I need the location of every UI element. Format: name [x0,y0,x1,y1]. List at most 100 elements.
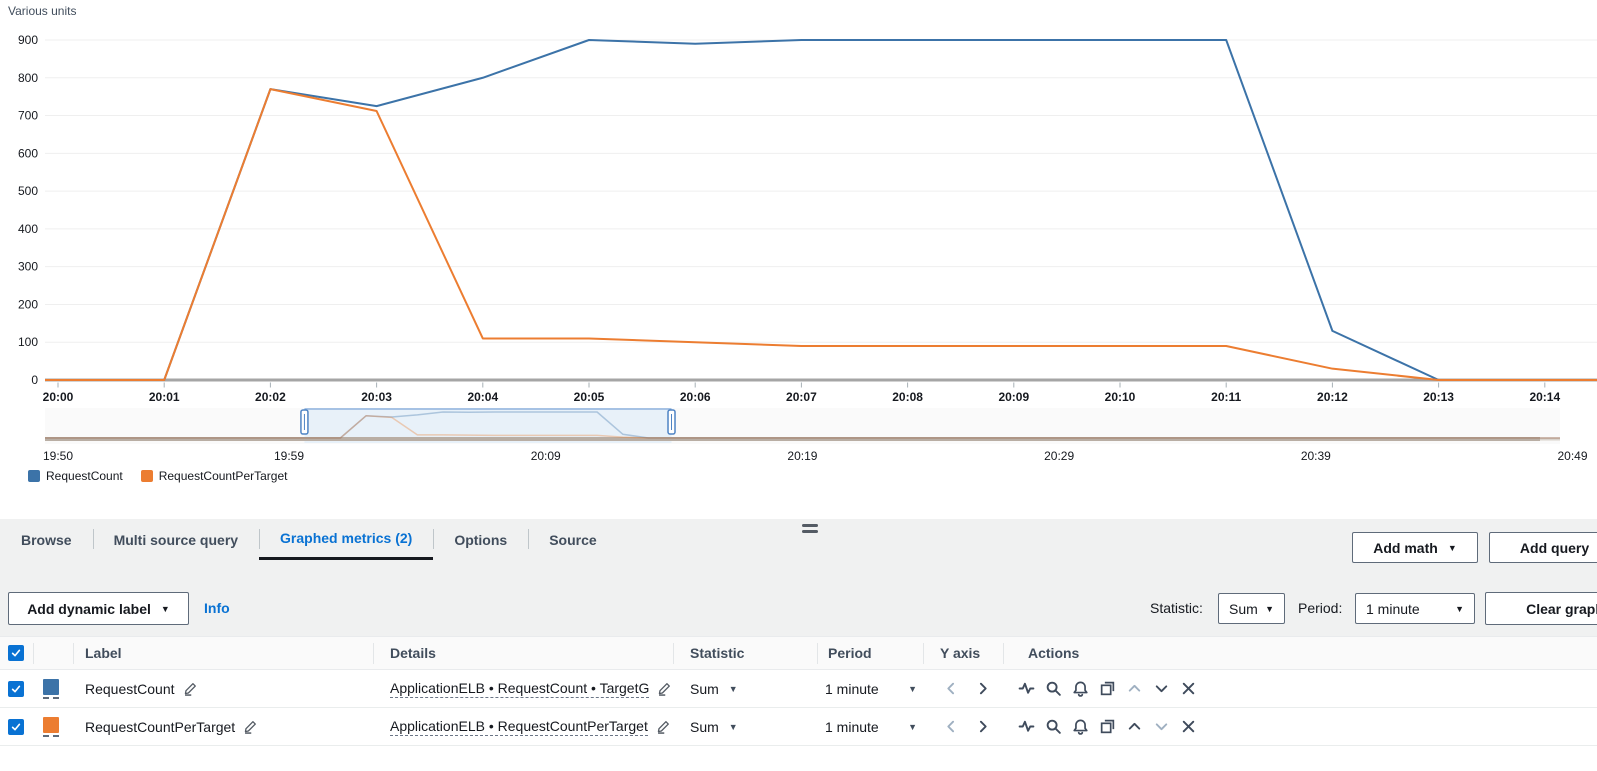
svg-text:19:50: 19:50 [43,449,73,463]
y-axis-left-icon[interactable] [943,718,960,735]
legend-swatch-orange [140,470,153,482]
pulse-icon[interactable] [1018,680,1035,697]
svg-text:20:49: 20:49 [1558,449,1588,463]
legend-label: RequestCount [46,469,123,483]
edit-label-icon[interactable] [183,681,198,696]
y-axis-right-icon[interactable] [974,680,991,697]
chevron-down-icon: ▼ [908,683,917,694]
alarm-bell-icon[interactable] [1072,718,1089,735]
legend-swatch-blue [28,470,40,482]
period-label: Period: [1298,600,1343,616]
chevron-down-icon: ▼ [1455,603,1464,614]
svg-text:20:00: 20:00 [43,390,74,404]
move-down-icon[interactable] [1153,718,1170,735]
tab-graphed-metrics[interactable]: Graphed metrics (2) [259,519,434,560]
tab-bar: Browse Multi source query Graphed metric… [0,519,618,560]
svg-text:20:19: 20:19 [787,449,817,463]
svg-text:20:13: 20:13 [1423,390,1454,404]
header-actions: Actions [1028,645,1080,661]
svg-text:20:07: 20:07 [786,390,817,404]
metric-details[interactable]: ApplicationELB • RequestCount • TargetG [390,679,650,698]
clear-graph-button[interactable]: Clear graph [1485,592,1597,625]
metric-details[interactable]: ApplicationELB • RequestCountPerTarget [390,717,648,736]
chevron-down-icon: ▼ [908,721,917,732]
svg-text:700: 700 [18,109,38,123]
pulse-icon[interactable] [1018,718,1035,735]
legend-item-requestcount[interactable]: RequestCount [28,469,123,483]
tab-browse[interactable]: Browse [21,531,72,548]
zoom-icon[interactable] [1045,718,1062,735]
select-all-checkbox[interactable] [8,645,24,661]
duplicate-icon[interactable] [1099,718,1116,735]
metrics-panel: Browse Multi source query Graphed metric… [0,519,1597,771]
tab-source[interactable]: Source [528,519,617,560]
chevron-down-icon: ▼ [728,721,738,732]
header-label: Label [85,645,122,661]
svg-text:200: 200 [18,297,38,311]
svg-text:300: 300 [18,260,38,274]
metric-label: RequestCount [85,680,175,697]
legend-item-requestcountpertarget[interactable]: RequestCountPerTarget [140,469,287,483]
header-y-axis: Y axis [940,645,981,661]
add-math-button[interactable]: Add math ▼ [1352,532,1478,563]
duplicate-icon[interactable] [1099,680,1116,697]
panel-resize-handle-icon[interactable] [802,524,818,534]
metrics-chart[interactable]: Various units 0 100 200 300 400 500 600 700 800 90… [0,0,1597,465]
svg-text:20:39: 20:39 [1301,449,1331,463]
svg-text:100: 100 [18,335,38,349]
row-period-dropdown[interactable]: 1 minute ▼ [825,718,917,735]
add-dynamic-label-button[interactable]: Add dynamic label ▼ [8,592,189,625]
header-details: Details [390,645,436,661]
chevron-down-icon: ▼ [160,603,170,614]
move-up-icon[interactable] [1126,718,1143,735]
row-statistic-dropdown[interactable]: Sum ▼ [690,718,738,735]
svg-text:20:08: 20:08 [892,390,923,404]
svg-text:20:11: 20:11 [1211,390,1241,404]
panel-background [0,519,1597,636]
row-statistic-dropdown[interactable]: Sum ▼ [690,680,738,697]
svg-text:20:14: 20:14 [1529,390,1560,404]
edit-label-icon[interactable] [243,719,258,734]
zoom-icon[interactable] [1045,680,1062,697]
remove-icon[interactable] [1180,718,1197,735]
chevron-down-icon: ▼ [1265,603,1274,614]
series-color-swatch[interactable] [43,716,59,737]
row-checkbox[interactable] [8,718,24,735]
svg-text:20:01: 20:01 [149,390,180,404]
statistic-label: Statistic: [1150,600,1203,616]
add-query-button[interactable]: Add query ▼ [1489,532,1597,563]
svg-text:20:09: 20:09 [998,390,1029,404]
edit-details-icon[interactable] [657,681,672,696]
svg-text:500: 500 [18,184,38,198]
info-link[interactable]: Info [204,600,230,616]
row-period-dropdown[interactable]: 1 minute ▼ [825,680,917,697]
svg-text:20:06: 20:06 [680,390,711,404]
y-axis-left-icon[interactable] [943,680,960,697]
alarm-bell-icon[interactable] [1072,680,1089,697]
header-statistic: Statistic [690,645,745,661]
svg-text:400: 400 [18,222,38,236]
tab-multi-source-query[interactable]: Multi source query [92,519,259,560]
statistic-select[interactable]: Sum ▼ [1218,593,1285,624]
table-row: RequestCount ApplicationELB • RequestCou… [0,670,1597,708]
chevron-down-icon: ▼ [728,683,738,694]
period-select[interactable]: 1 minute ▼ [1355,593,1475,624]
svg-text:20:05: 20:05 [574,390,605,404]
svg-text:19:59: 19:59 [274,449,304,463]
remove-icon[interactable] [1180,680,1197,697]
svg-text:0: 0 [31,373,38,387]
header-period: Period [828,645,872,661]
metrics-table-header: Label Details Statistic Period Y axis Ac… [0,636,1597,670]
metric-label: RequestCountPerTarget [85,718,236,735]
svg-text:20:03: 20:03 [361,390,392,404]
row-checkbox[interactable] [8,680,24,697]
series-color-swatch[interactable] [43,678,59,699]
svg-text:20:02: 20:02 [255,390,286,404]
move-down-icon[interactable] [1153,680,1170,697]
tab-options[interactable]: Options [433,519,528,560]
y-axis-right-icon[interactable] [974,718,991,735]
svg-text:20:29: 20:29 [1044,449,1074,463]
svg-text:20:12: 20:12 [1317,390,1348,404]
edit-details-icon[interactable] [656,719,671,734]
move-up-icon[interactable] [1126,680,1143,697]
